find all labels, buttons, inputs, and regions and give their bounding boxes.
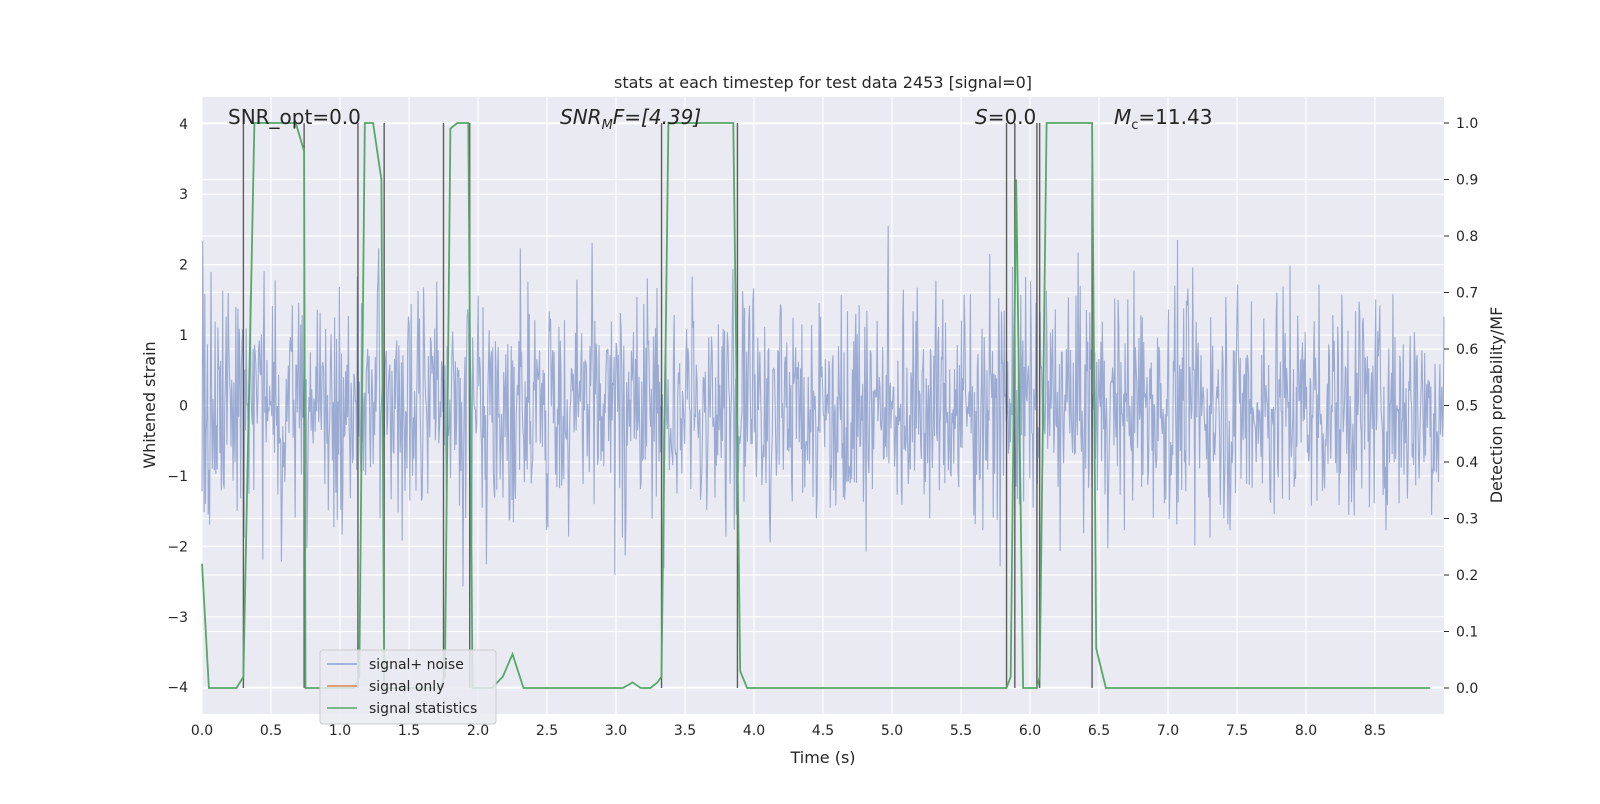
y-left-axis-label: Whitened strain	[140, 341, 159, 468]
x-tick-label: 3.0	[605, 723, 627, 739]
y-left-tick-label: −2	[167, 539, 188, 555]
x-axis-label: Time (s)	[789, 748, 855, 767]
mc-rest: =11.43	[1138, 105, 1212, 129]
signal-noise-line	[201, 225, 1445, 587]
snr-mf-rest: F=[4.39]	[613, 105, 701, 129]
y-right-tick-label: 0.8	[1456, 229, 1478, 245]
chart-title: stats at each timestep for test data 245…	[614, 73, 1032, 92]
x-tick-label: 7.5	[1226, 723, 1248, 739]
y-right-tick-label: 0.2	[1456, 568, 1478, 584]
y-left-tick-label: 3	[179, 187, 188, 203]
mc-annotation: Mc=11.43	[1114, 105, 1212, 133]
x-tick-label: 8.0	[1295, 723, 1317, 739]
y-left-tick-label: −3	[167, 610, 188, 626]
s-annotation: S=0.0	[975, 105, 1036, 129]
y-right-tick-label: 0.3	[1456, 512, 1478, 528]
x-tick-label: 0.5	[260, 723, 282, 739]
y-right-tick-label: 0.0	[1456, 681, 1478, 697]
legend-box	[319, 649, 497, 725]
y-left-tick-labels: 4 3 2 1 0 −1 −2 −3 −4	[167, 117, 188, 696]
y-right-axis-label: Detection probability/MF	[1487, 307, 1506, 504]
y-left-tick-label: 0	[179, 399, 188, 415]
y-right-tick-label: 0.5	[1456, 399, 1478, 415]
signal-noise-series	[201, 225, 1445, 587]
y-left-tick-label: 1	[179, 328, 188, 344]
y-right-tick-label: 0.4	[1456, 455, 1478, 471]
legend-label-signal-statistics: signal statistics	[369, 701, 477, 717]
s-rest: =0.0	[988, 105, 1037, 129]
x-tick-labels: 0.0 0.5 1.0 1.5 2.0 2.5 3.0 3.5 4.0 4.5 5.0 5.5 6.0 6…	[191, 723, 1386, 739]
y-right-tick-label: 1.0	[1456, 116, 1478, 132]
x-tick-label: 6.0	[1019, 723, 1041, 739]
signal-statistics-line	[201, 122, 1431, 689]
s-main: S	[975, 105, 988, 129]
y-right-tick-label: 0.9	[1456, 172, 1478, 188]
x-tick-label: 4.0	[743, 723, 765, 739]
x-tick-label: 1.5	[398, 723, 420, 739]
x-tick-label: 8.5	[1364, 723, 1386, 739]
legend-label-signal-noise: signal+ noise	[369, 657, 464, 673]
x-tick-label: 7.0	[1157, 723, 1179, 739]
y-right-tick-label: 0.6	[1456, 342, 1478, 358]
y-right-tick-label: 0.7	[1456, 285, 1478, 301]
y-left-tick-label: 2	[179, 258, 188, 274]
y-left-tick-label: 4	[179, 117, 188, 133]
x-tick-label: 6.5	[1088, 723, 1110, 739]
x-tick-label: 0.0	[191, 723, 213, 739]
y-right-tick-labels: 1.0 0.9 0.8 0.7 0.6 0.5 0.4 0.3 0.2 0.1 0.0	[1444, 116, 1478, 697]
y-left-tick-label: −1	[167, 469, 188, 485]
legend: signal+ noise signal only signal statist…	[319, 649, 497, 725]
x-tick-label: 2.5	[536, 723, 558, 739]
y-left-tick-label: −4	[167, 680, 188, 696]
mc-main: M	[1114, 105, 1131, 129]
legend-label-signal-only: signal only	[369, 679, 444, 695]
x-tick-label: 4.5	[812, 723, 834, 739]
x-tick-label: 1.0	[329, 723, 351, 739]
y-right-tick-label: 0.1	[1456, 625, 1478, 641]
snr-mf-annotation: SNRMF=[4.39]	[560, 105, 701, 133]
x-tick-label: 5.5	[950, 723, 972, 739]
x-tick-label: 2.0	[467, 723, 489, 739]
x-tick-label: 3.5	[674, 723, 696, 739]
snr-mf-subscript: M	[602, 118, 613, 133]
snr-opt-annotation: SNR_opt=0.0	[228, 105, 361, 129]
signal-statistics-series	[201, 122, 1431, 689]
x-tick-label: 5.0	[881, 723, 903, 739]
mc-subscript: c	[1131, 118, 1138, 133]
snr-mf-main: SNR	[560, 105, 602, 129]
